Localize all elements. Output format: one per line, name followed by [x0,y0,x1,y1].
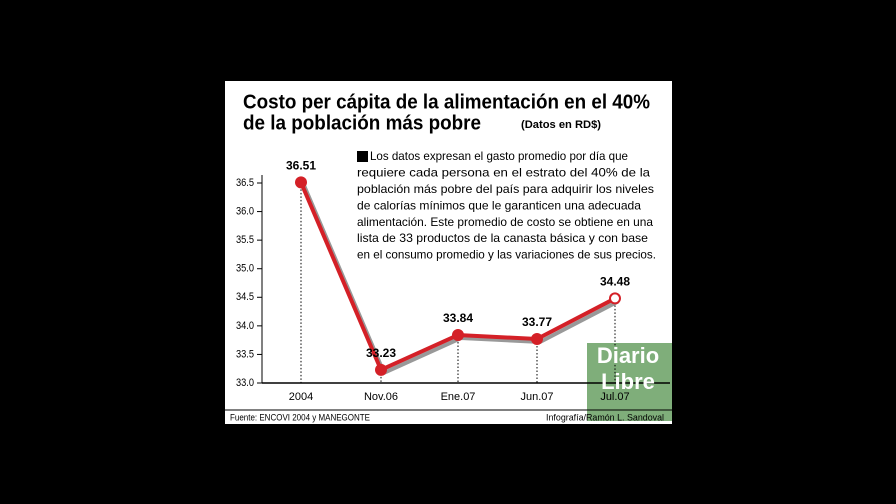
chart-title: Costo per cápita de la alimentación en e… [243,91,650,113]
y-tick-label: 33.5 [236,348,254,360]
x-tick-label: Ene.07 [441,391,476,403]
value-label: 33.23 [366,346,396,360]
x-tick-label: Jul.07 [600,391,629,403]
y-tick-label: 34.0 [236,320,254,332]
logo-text: Diario [597,343,659,368]
x-tick-label: Jun.07 [520,391,553,403]
marker [452,329,464,341]
note-line: de calorías mínimos que le garanticen un… [357,198,641,212]
note-line: en el consumo promedio y las variaciones… [357,248,656,262]
subtitle: (Datos en RD$) [521,119,601,131]
value-label: 36.51 [286,159,316,173]
note-line: requiere cada persona en el estrato del … [357,166,650,180]
y-tick-label: 36.5 [236,177,254,189]
note-line: Los datos expresan el gasto promedio por… [370,149,628,163]
credit: Infografía/Ramón L. Sandoval [546,412,664,422]
source: Fuente: ENCOVI 2004 y MANEGONTE [230,412,370,422]
marker [295,176,307,189]
logo-text: Libre [601,369,655,394]
note-line: población más pobre del país para adquir… [357,182,654,196]
marker [531,333,543,345]
marker [375,363,387,376]
y-tick-label: 35.5 [236,234,254,246]
note-line: alimentación. Este promedio de costo se … [357,215,653,229]
y-tick-label: 36.0 [236,205,254,217]
logo-box [587,343,672,421]
value-label: 33.77 [522,315,552,329]
note-bullet [357,151,368,162]
note-line: lista de 33 productos de la canasta bási… [357,231,648,245]
marker [609,292,621,305]
y-tick-label: 34.5 [236,291,254,303]
value-label: 34.48 [600,275,630,289]
x-tick-label: Nov.06 [364,391,398,403]
x-tick-label: 2004 [289,391,313,403]
chart-title: de la población más pobre [243,112,481,134]
y-tick-label: 33.0 [236,377,254,389]
y-tick-label: 35.0 [236,263,254,275]
value-label: 33.84 [443,311,473,325]
